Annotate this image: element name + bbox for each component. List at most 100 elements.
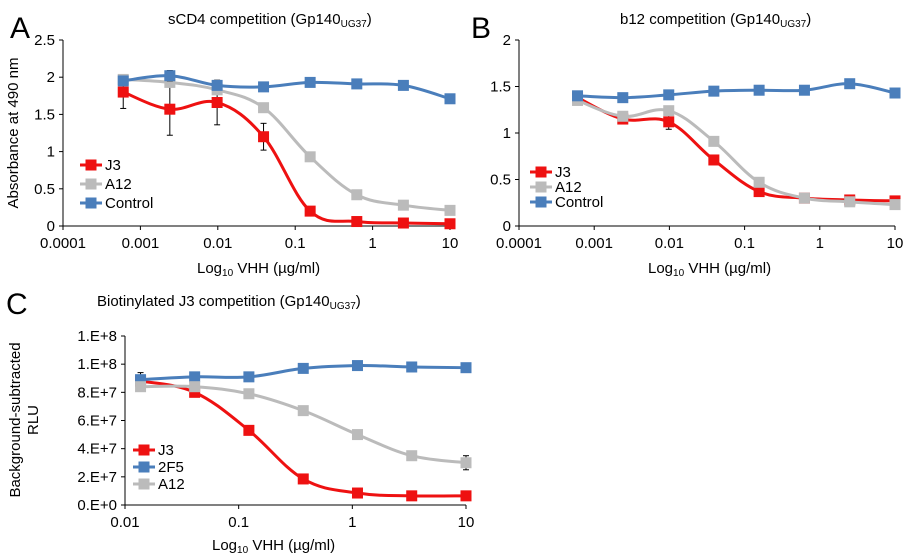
panel-a-point-a12 — [444, 204, 456, 216]
legend-label: J3 — [555, 164, 571, 181]
panel-c-point-a12 — [297, 405, 309, 417]
panel-c-point-a12 — [406, 450, 418, 462]
panel-b-point-a12 — [889, 199, 901, 211]
panel-a-title: sCD4 competition (Gp140UG37) — [168, 11, 372, 30]
panel-a-ytick-label: 0.5 — [34, 181, 55, 198]
panel-b-point-a12 — [844, 196, 856, 208]
panel-b-series-a12 — [572, 94, 901, 211]
legend-label: A12 — [105, 176, 132, 193]
panel-b-xtick-label: 0.001 — [575, 235, 613, 252]
panel-b-xtick-label: 1 — [816, 235, 824, 252]
panel-c-point-j3 — [297, 473, 309, 485]
panel-a-point-control — [258, 81, 270, 93]
legend-label: J3 — [158, 442, 174, 459]
panel-a-xtick-label: 0.001 — [122, 235, 160, 252]
panel-b-point-a12 — [617, 110, 629, 122]
panel-b-xtick-label: 0.01 — [655, 235, 684, 252]
panel-b-series-control — [572, 78, 901, 104]
panel-a-line-j3 — [122, 90, 451, 226]
panel-a-point-j3 — [444, 218, 456, 230]
panel-c-ytick-label: 2.E+7 — [77, 469, 117, 486]
panel-a-xtick-label: 0.0001 — [40, 235, 86, 252]
panel-c-point-a12 — [243, 388, 255, 400]
panel-a-point-j3 — [211, 96, 223, 108]
legend-label: J3 — [105, 157, 121, 174]
panel-c-xtick-label: 0.01 — [110, 514, 139, 531]
panel-c-point-2f5 — [297, 362, 309, 374]
panel-b-point-control — [844, 78, 856, 90]
panel-c-point-j3 — [189, 386, 201, 398]
panel-c-ytick-label: 1.E+8 — [77, 328, 117, 345]
legend-marker — [85, 197, 97, 209]
panel-b-xtick-label: 0.0001 — [496, 235, 542, 252]
panel-b-plot: 0 0.5 1 1.5 2 0.0001 0.001 0.01 0.1 1 10 J3A12Contr… — [490, 32, 903, 252]
panel-a-point-j3 — [258, 131, 270, 143]
panel-a-xtick-label: 0.1 — [285, 235, 306, 252]
panel-a-ytick-label: 1 — [47, 144, 55, 161]
panel-a-plot: 0 0.5 1 1.5 2 2.5 0.0001 0.001 0.01 0.1 1 10 Absorba… — [5, 32, 458, 252]
panel-a-ylabel: Absorbance at 490 nm — [5, 58, 22, 209]
panel-b-point-j3 — [708, 154, 720, 166]
panel-b-ytick-label: 1.5 — [490, 79, 511, 96]
panel-b-point-j3 — [663, 116, 675, 128]
panel-b-legend-j3: J3 — [530, 164, 571, 181]
panel-a-point-j3 — [351, 216, 363, 228]
panel-c-point-j3 — [460, 490, 472, 502]
panel-a-point-control — [304, 76, 316, 88]
panel-a-point-j3 — [117, 86, 129, 98]
panel-c-ylabel: Background-subtractedRLU — [7, 342, 42, 497]
panel-c-point-a12 — [351, 429, 363, 441]
panel-a-letter: A — [10, 12, 31, 45]
panel-c-point-2f5 — [189, 371, 201, 383]
panel-b-letter: B — [471, 12, 492, 45]
panel-c-legend-2f5: 2F5 — [133, 459, 184, 476]
panel-c-title: Biotinylated J3 competition (Gp140UG37) — [97, 293, 361, 312]
panel-b-point-a12 — [753, 176, 765, 188]
panel-b-series-j3 — [572, 92, 901, 207]
panel-a-point-a12 — [304, 151, 316, 163]
legend-marker — [138, 478, 150, 490]
legend-marker — [535, 181, 547, 193]
panel-a-series-j3 — [117, 75, 456, 230]
panel-c-ytick-label: 4.E+7 — [77, 441, 117, 458]
panel-a-point-a12 — [397, 199, 409, 211]
panel-b-title: b12 competition (Gp140UG37) — [620, 11, 812, 30]
legend-label: Control — [105, 195, 153, 212]
legend-marker — [138, 461, 150, 473]
panel-b-point-control — [798, 84, 810, 96]
panel-c-point-j3 — [243, 424, 255, 436]
panel-c-series-2f5 — [135, 360, 472, 386]
panel-a-point-control — [397, 79, 409, 91]
panel-a-ytick-label: 2 — [47, 69, 55, 86]
panel-a-xlabel: Log10 VHH (µg/ml) — [197, 260, 321, 279]
panel-c-point-2f5 — [460, 362, 472, 374]
panel-c-legend-a12: A12 — [133, 476, 185, 493]
panel-a-legend-control: Control — [80, 195, 153, 212]
panel-a-xtick-label: 1 — [368, 235, 376, 252]
panel-a-line-a12 — [123, 77, 451, 212]
panel-b-ytick-label: 0 — [503, 218, 511, 235]
panel-b-point-a12 — [708, 135, 720, 147]
panel-c-point-2f5 — [406, 361, 418, 373]
panel-a-point-a12 — [258, 102, 270, 114]
panel-c-point-a12 — [189, 381, 201, 393]
panel-c-xtick-label: 0.1 — [228, 514, 249, 531]
panel-c-ytick-label: 8.E+7 — [77, 384, 117, 401]
panel-b-point-control — [572, 90, 584, 102]
panel-a-legend-j3: J3 — [80, 157, 121, 174]
panel-b-legend-a12: A12 — [530, 179, 582, 196]
panel-b-ytick-label: 0.5 — [490, 172, 511, 189]
panel-a-point-a12 — [351, 189, 363, 201]
legend-label: A12 — [158, 476, 185, 493]
legend-marker — [535, 166, 547, 178]
panel-c-point-a12 — [135, 381, 147, 393]
panel-c-letter: C — [6, 288, 28, 321]
panel-a-point-control — [117, 75, 129, 87]
panel-c-ytick-label: 0.E+0 — [77, 497, 117, 514]
panel-b-ytick-label: 1 — [503, 125, 511, 142]
panel-a-xtick-label: 10 — [442, 235, 459, 252]
panel-c-point-2f5 — [351, 360, 363, 372]
panel-a-point-j3 — [397, 217, 409, 229]
panel-c-point-2f5 — [243, 371, 255, 383]
panel-c-point-a12 — [460, 457, 472, 469]
